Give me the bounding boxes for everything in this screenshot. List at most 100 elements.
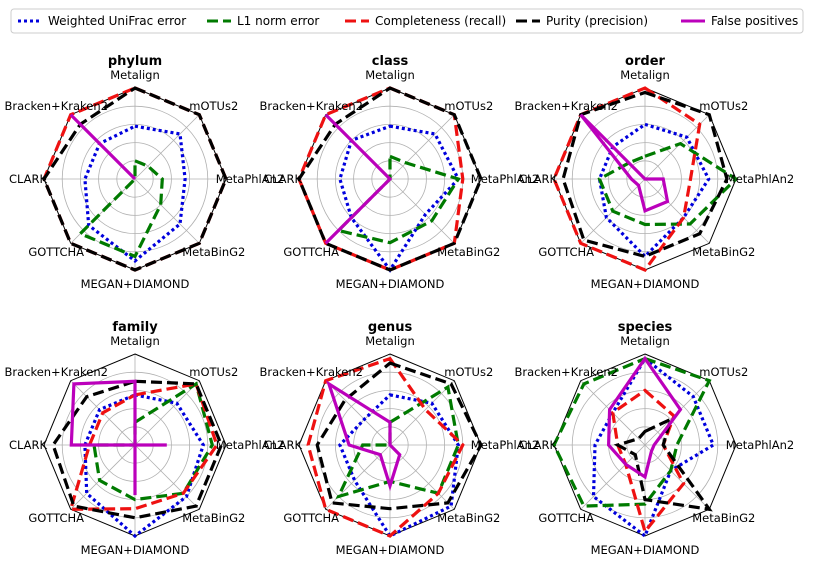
axis-label-metalign: Metalign [620,68,670,82]
axis-label-metaphlan2: MetaPhlAn2 [471,438,539,452]
series-line-l1-norm-error [77,158,164,259]
axis-label-bracken-kraken2: Bracken+Kraken2 [514,99,617,113]
axis-label-motus2: mOTUs2 [444,365,493,379]
axis-label-metabing2: MetaBinG2 [437,511,500,525]
series-line-purity-precision [315,361,483,511]
legend-label-purity-precision: Purity (precision) [546,14,648,28]
axis-label-metalign: Metalign [110,334,160,348]
axis-label-metaphlan2: MetaPhlAn2 [471,172,539,186]
grid-spoke [134,380,200,446]
axis-label-megan-diamond: MEGAN+DIAMOND [591,543,700,557]
grid-spoke [325,380,391,446]
axis-label-gottcha: GOTTCHA [283,245,339,259]
radar-panel-order: Metalign mOTUs2 MetaPhlAn2 MetaBinG2 MEGAN+D… [514,54,794,291]
grid-spoke [70,444,136,510]
panel-title: phylum [108,54,162,69]
axis-label-motus2: mOTUs2 [699,365,748,379]
series-line-l1-norm-error [552,356,712,508]
axis-label-metabing2: MetaBinG2 [437,245,500,259]
series-line-weighted-unifrac-error [597,122,711,259]
grid-spoke [389,178,455,244]
axis-label-clark: CLARK [519,172,558,186]
axis-label-metalign: Metalign [365,334,415,348]
series-line-completeness-recall [306,356,465,538]
axis-label-metalign: Metalign [620,334,670,348]
axis-label-megan-diamond: MEGAN+DIAMOND [591,277,700,291]
series-line-purity-precision [51,379,224,520]
legend-label-false-positives: False positives [711,14,798,28]
axis-label-megan-diamond: MEGAN+DIAMOND [81,277,190,291]
radar-panel-phylum: Metalign mOTUs2 MetaPhlAn2 MetaBinG2 MEGAN+D… [4,54,284,291]
axis-label-metaphlan2: MetaPhlAn2 [216,438,284,452]
axis-label-clark: CLARK [9,172,48,186]
series-line-weighted-unifrac-error [83,124,187,263]
series-line-false-positives [579,113,670,213]
radar-panel-class: Metalign mOTUs2 MetaPhlAn2 MetaBinG2 MEGAN+D… [259,54,539,291]
axis-label-metaphlan2: MetaPhlAn2 [726,172,794,186]
grid-spoke [134,114,200,180]
series-line-weighted-unifrac-error [338,393,460,539]
panel-title: genus [368,320,413,335]
axis-label-megan-diamond: MEGAN+DIAMOND [336,277,445,291]
axis-label-gottcha: GOTTCHA [283,511,339,525]
axis-label-motus2: mOTUs2 [189,365,238,379]
series-line-false-positives [69,379,167,496]
panel-title: species [618,320,673,335]
axis-label-metalign: Metalign [110,68,160,82]
axis-label-megan-diamond: MEGAN+DIAMOND [81,543,190,557]
radar-panels: Metalign mOTUs2 MetaPhlAn2 MetaBinG2 MEGAN+D… [4,54,794,557]
legend-box [10,8,804,34]
series-line-completeness-recall [297,86,465,272]
axis-label-clark: CLARK [9,438,48,452]
axis-label-bracken-kraken2: Bracken+Kraken2 [259,99,362,113]
radar-panel-genus: Metalign mOTUs2 MetaPhlAn2 MetaBinG2 MEGAN+D… [259,320,539,557]
series-line-false-positives [69,113,137,181]
axis-label-clark: CLARK [264,172,303,186]
axis-label-bracken-kraken2: Bracken+Kraken2 [514,365,617,379]
series-line-purity-precision [297,86,483,272]
series-line-l1-norm-error [597,141,739,227]
axis-label-metabing2: MetaBinG2 [692,511,755,525]
series-line-weighted-unifrac-error [83,393,206,539]
legend-label-completeness-recall: Completeness (recall) [375,14,506,28]
series-line-false-positives [606,355,683,480]
axis-label-motus2: mOTUs2 [189,99,238,113]
axis-label-clark: CLARK [519,438,558,452]
axis-label-clark: CLARK [264,438,303,452]
series-line-purity-precision [42,86,228,272]
panel-title: order [625,54,665,69]
grid-spoke [134,444,200,510]
radar-frame [553,353,737,537]
axis-label-motus2: mOTUs2 [444,99,493,113]
axis-label-bracken-kraken2: Bracken+Kraken2 [4,99,107,113]
radar-panel-species: Metalign mOTUs2 MetaPhlAn2 MetaBinG2 MEGAN+D… [514,320,794,557]
panel-title: family [112,320,158,335]
grid-spoke [134,178,200,244]
series-line-purity-precision [561,90,729,259]
legend-label-weighted-unifrac-error: Weighted UniFrac error [48,14,186,28]
grid-spoke [70,178,136,244]
axis-label-gottcha: GOTTCHA [28,245,84,259]
grid-spoke [644,444,710,510]
axis-label-gottcha: GOTTCHA [538,245,594,259]
axis-label-motus2: mOTUs2 [699,99,748,113]
legend: Weighted UniFrac error L1 norm error Compl… [10,8,804,34]
series-line-false-positives [324,113,393,245]
panel-title: class [372,54,409,69]
series-line-false-positives [325,380,402,492]
grid-spoke [389,380,455,446]
axis-label-metaphlan2: MetaPhlAn2 [216,172,284,186]
axis-label-bracken-kraken2: Bracken+Kraken2 [259,365,362,379]
grid-spoke [389,114,455,180]
legend-label-l1-norm-error: L1 norm error [237,14,319,28]
axis-label-megan-diamond: MEGAN+DIAMOND [336,543,445,557]
axis-label-metabing2: MetaBinG2 [692,245,755,259]
axis-label-bracken-kraken2: Bracken+Kraken2 [4,365,107,379]
series-line-completeness-recall [552,86,702,272]
axis-label-metalign: Metalign [365,68,415,82]
axis-label-metaphlan2: MetaPhlAn2 [726,438,794,452]
axis-label-metabing2: MetaBinG2 [182,511,245,525]
series-line-weighted-unifrac-error [591,356,716,539]
axis-label-gottcha: GOTTCHA [538,511,594,525]
